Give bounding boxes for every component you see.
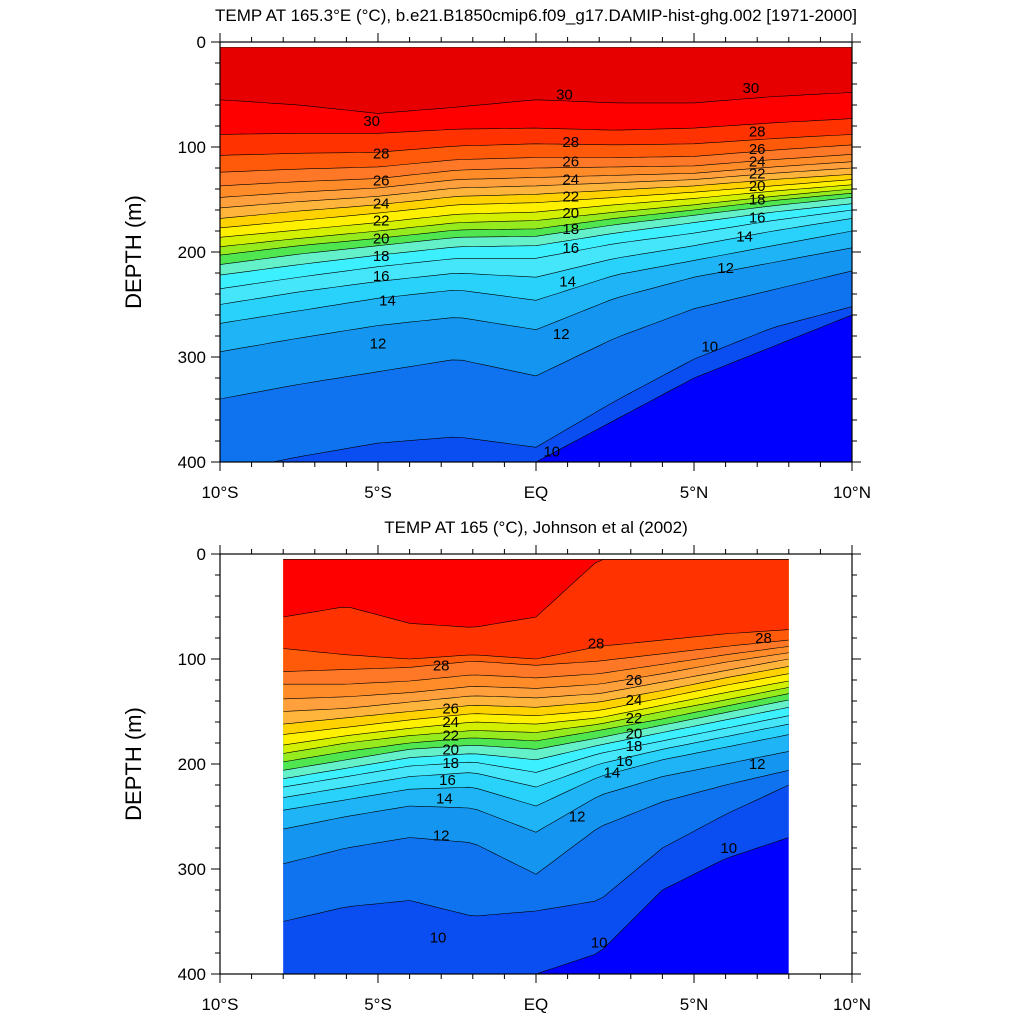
contour-label: 30 [556,87,573,104]
contour-label: 10 [430,929,447,946]
x-tick-label: EQ [524,483,549,502]
contour-label: 22 [626,710,643,727]
x-tick-label: 10°S [201,483,238,502]
y-tick-label: 300 [178,348,206,367]
contour-label: 12 [717,260,734,277]
x-tick-label: EQ [524,995,549,1014]
y-tick-label: 0 [197,545,206,564]
contour-label: 24 [373,196,390,213]
contour-label: 28 [373,145,390,162]
y-tick-label: 300 [178,860,206,879]
contour-label: 18 [442,755,459,772]
contour-label: 28 [749,123,766,140]
y-tick-label: 0 [197,33,206,52]
contour-label: 24 [562,172,579,189]
y-tick-label: 100 [178,650,206,669]
contour-label: 22 [562,188,579,205]
y-tick-label: 100 [178,138,206,157]
x-tick-label: 10°N [833,483,871,502]
contour-label: 12 [370,335,387,352]
y-tick-label: 200 [178,243,206,262]
contour-label: 10 [543,444,560,461]
chart-title: TEMP AT 165 (°C), Johnson et al (2002) [384,518,688,537]
contour-fills [220,47,852,472]
contour-label: 24 [626,692,643,709]
contour-label: 20 [562,205,579,222]
contour-label: 14 [379,292,396,309]
contour-label: 20 [373,230,390,247]
contour-label: 16 [373,268,390,285]
contour-label: 18 [749,192,766,209]
contour-label: 16 [749,209,766,226]
contour-label: 14 [559,273,576,290]
contour-label: 16 [439,772,456,789]
contour-label: 14 [436,791,453,808]
contour-label: 10 [720,840,737,857]
contour-label: 12 [553,326,570,343]
contour-label: 22 [373,213,390,230]
contour-label: 28 [588,635,605,652]
x-tick-label: 5°S [364,483,392,502]
y-tick-label: 400 [178,453,206,472]
contour-label: 28 [433,657,450,674]
contour-label: 30 [363,113,380,130]
y-tick-label: 200 [178,755,206,774]
contour-label: 26 [373,173,390,190]
contour-label: 10 [701,339,718,356]
contour-label: 10 [591,935,608,952]
x-tick-label: 10°N [833,995,871,1014]
contour-label: 14 [603,764,620,781]
contour-label: 30 [743,80,760,97]
contour-label: 14 [736,228,753,245]
contour-label: 12 [749,756,766,773]
chart-title: TEMP AT 165.3°E (°C), b.e21.B1850cmip6.f… [215,6,857,25]
y-axis-label: DEPTH (m) [121,707,146,821]
contour-label: 18 [562,221,579,238]
contour-label: 16 [562,240,579,257]
contour-label: 26 [562,154,579,171]
contour-label: 18 [373,248,390,265]
x-tick-label: 5°N [680,995,709,1014]
y-tick-label: 400 [178,965,206,984]
contour-label: 12 [433,827,450,844]
x-tick-label: 5°N [680,483,709,502]
contour-label: 28 [562,134,579,151]
contour-label: 28 [755,630,772,647]
y-axis-label: DEPTH (m) [121,195,146,309]
contour-label: 12 [569,809,586,826]
contour-label: 26 [626,672,643,689]
x-tick-label: 10°S [201,995,238,1014]
x-tick-label: 5°S [364,995,392,1014]
